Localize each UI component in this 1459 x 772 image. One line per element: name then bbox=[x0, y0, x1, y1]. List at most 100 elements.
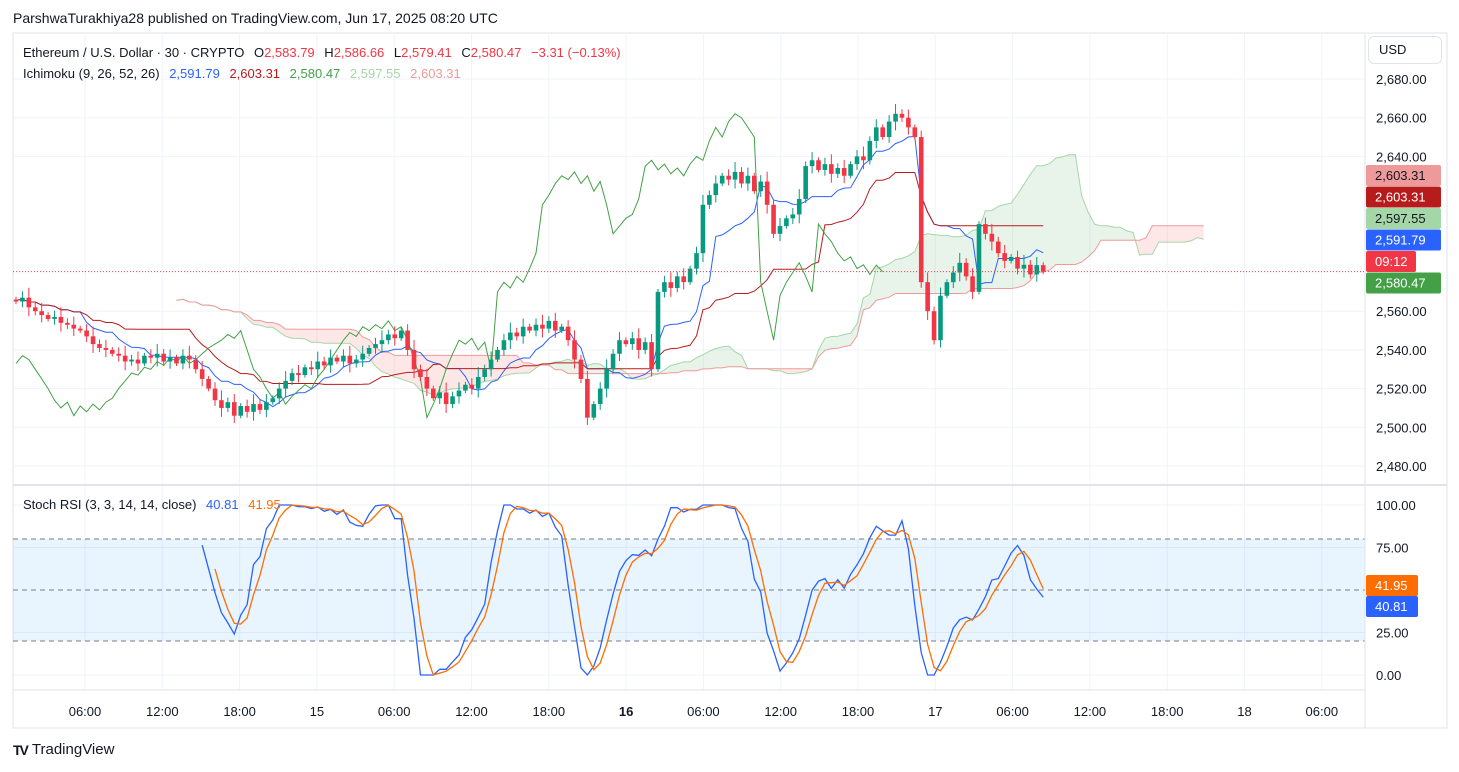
candle-body bbox=[187, 355, 192, 360]
candle-body bbox=[578, 359, 584, 379]
candle bbox=[334, 354, 340, 365]
stoch-legend[interactable]: Stoch RSI (3, 3, 14, 14, close) 40.81 41… bbox=[23, 497, 287, 512]
axis-price-labels: 2,603.31 2,603.31 2,597.55 2,591.79 09:12 2,5… bbox=[1366, 165, 1441, 617]
high-value: 2,586.66 bbox=[333, 45, 385, 60]
candle bbox=[681, 268, 686, 290]
candle bbox=[925, 272, 930, 321]
candle-body bbox=[122, 355, 128, 362]
candle bbox=[552, 312, 558, 338]
candle-body bbox=[873, 127, 879, 141]
candle bbox=[270, 395, 276, 405]
candle-body bbox=[386, 334, 391, 341]
candle bbox=[610, 349, 616, 374]
candle-body bbox=[424, 376, 430, 389]
candle-body bbox=[167, 357, 173, 362]
candle bbox=[469, 378, 475, 395]
cloud-segment bbox=[927, 233, 935, 294]
candle-body bbox=[501, 340, 507, 350]
candle bbox=[841, 159, 847, 184]
cloud-segment bbox=[869, 268, 877, 308]
cloud-segment bbox=[1145, 225, 1153, 255]
stoch-tick-label: 100.00 bbox=[1376, 498, 1416, 513]
time-tick-label: 12:00 bbox=[455, 704, 488, 719]
candle-body bbox=[129, 359, 134, 362]
candle bbox=[219, 390, 224, 417]
candles[interactable] bbox=[13, 103, 1365, 425]
candle-body bbox=[784, 218, 789, 227]
candle bbox=[912, 124, 918, 140]
candle bbox=[315, 351, 321, 379]
cloud-segment bbox=[1158, 225, 1166, 243]
high-label: H bbox=[324, 45, 334, 60]
badge-bg bbox=[1366, 165, 1441, 186]
candle-body bbox=[334, 357, 340, 362]
tradingview-logo[interactable]: TV TradingView bbox=[13, 741, 114, 758]
price-axis-badge: 09:12 bbox=[1366, 251, 1416, 272]
time-tick-label: 06:00 bbox=[69, 704, 102, 719]
cloud-segment bbox=[1068, 154, 1076, 265]
candle bbox=[122, 345, 128, 371]
candle bbox=[880, 124, 885, 140]
candle-body bbox=[116, 353, 122, 356]
candle-body bbox=[341, 355, 346, 362]
candle bbox=[135, 351, 141, 371]
candle-body bbox=[931, 311, 937, 341]
cloud-segment bbox=[1100, 225, 1108, 241]
badge-text: 41.95 bbox=[1375, 578, 1408, 593]
candle bbox=[276, 382, 282, 405]
price-tick-label: 2,660.00 bbox=[1376, 111, 1427, 126]
cloud-segment bbox=[837, 334, 845, 349]
candle-body bbox=[103, 347, 109, 350]
cloud-segment bbox=[311, 329, 318, 343]
stoch-tick-label: 0.00 bbox=[1376, 668, 1401, 683]
candle bbox=[642, 337, 648, 355]
candle-body bbox=[668, 282, 674, 288]
candle-body bbox=[854, 156, 860, 165]
currency-button[interactable]: USD bbox=[1368, 36, 1442, 64]
cloud-segment bbox=[1126, 230, 1134, 241]
candle bbox=[597, 382, 603, 410]
candle bbox=[167, 349, 173, 369]
cloud-segment bbox=[510, 355, 517, 375]
candle bbox=[103, 339, 109, 358]
candle bbox=[77, 325, 83, 334]
candle bbox=[771, 200, 776, 238]
ichimoku-title: Ichimoku (9, 26, 52, 26) bbox=[23, 66, 160, 81]
candle bbox=[20, 291, 25, 308]
candle-body bbox=[771, 204, 776, 234]
candle-body bbox=[321, 361, 327, 366]
candle bbox=[854, 150, 860, 170]
candle-body bbox=[257, 404, 263, 410]
cloud-segment bbox=[882, 263, 890, 299]
ichimoku-legend[interactable]: Ichimoku (9, 26, 52, 26) 2,591.79 2,603.… bbox=[23, 66, 467, 81]
cloud-segment bbox=[401, 355, 408, 382]
candle-body bbox=[938, 295, 943, 341]
candle bbox=[341, 349, 346, 368]
candle-body bbox=[745, 175, 751, 184]
cloud-segment bbox=[1165, 225, 1172, 243]
candle-body bbox=[520, 326, 526, 337]
candle-body bbox=[809, 160, 815, 167]
cloud-segment bbox=[298, 329, 305, 339]
candle bbox=[764, 171, 770, 214]
candle-body bbox=[97, 344, 102, 348]
candle bbox=[893, 103, 898, 131]
candle bbox=[796, 189, 802, 224]
candle bbox=[110, 346, 115, 357]
ohlc-open: O2,583.79 bbox=[254, 45, 315, 60]
candle-body bbox=[431, 388, 436, 399]
time-tick-label: 12:00 bbox=[764, 704, 797, 719]
candle-body bbox=[495, 349, 500, 360]
candle bbox=[187, 345, 192, 369]
candle-body bbox=[662, 282, 667, 292]
price-axis-badge: 2,580.47 bbox=[1366, 272, 1441, 294]
candle bbox=[674, 271, 680, 293]
candle bbox=[174, 354, 179, 367]
candle bbox=[199, 361, 205, 387]
candle-body bbox=[302, 367, 308, 376]
candle bbox=[405, 324, 410, 356]
badge-text: 2,591.79 bbox=[1375, 233, 1426, 248]
candle bbox=[989, 223, 995, 251]
candle-body bbox=[617, 340, 622, 354]
